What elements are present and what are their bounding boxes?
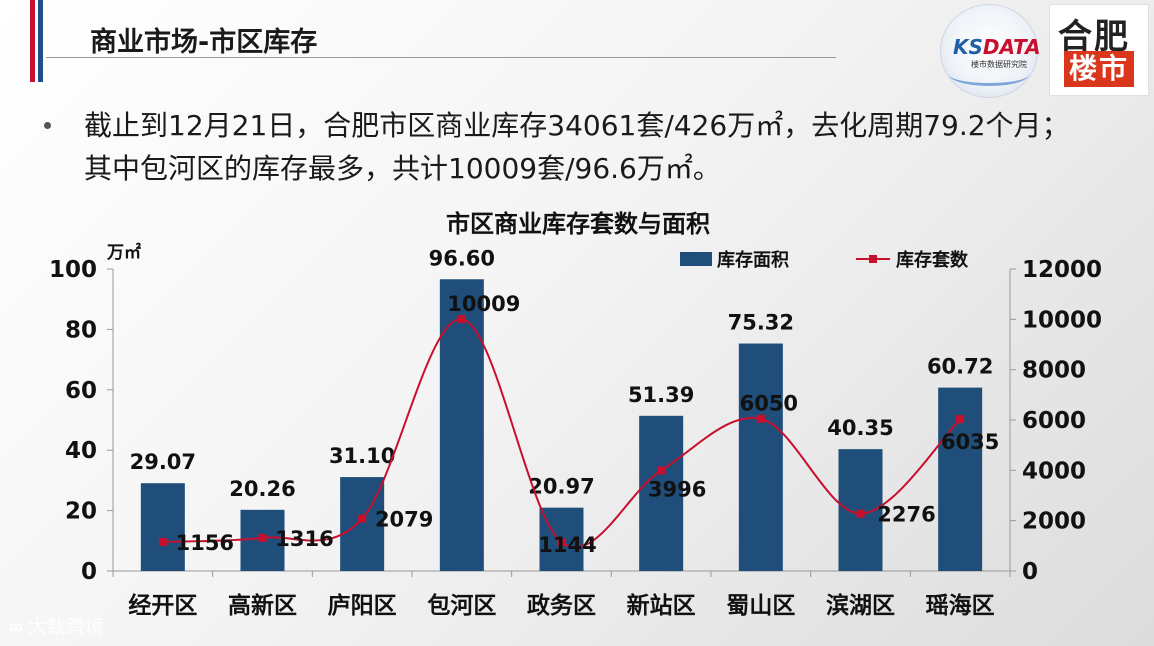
bar-data-label: 20.26 <box>229 477 295 501</box>
hefei-loushi-logo: 合肥 楼市 <box>1049 4 1149 96</box>
line-point <box>956 415 965 424</box>
line-point <box>756 414 765 423</box>
y-right-tick-label: 12000 <box>1022 257 1102 283</box>
x-tick-label: 政务区 <box>527 593 596 619</box>
header-accent-bars <box>30 0 44 82</box>
y-right-tick-label: 2000 <box>1022 509 1086 535</box>
y-left-tick-label: 80 <box>65 317 97 343</box>
bullet-icon <box>44 122 51 129</box>
bar-data-label: 51.39 <box>628 383 694 407</box>
line-data-label: 1144 <box>538 533 596 557</box>
y-left-unit-label: 万㎡ <box>106 242 141 263</box>
watermark-text: 大数跨境 <box>27 616 104 638</box>
logo-ks-text: KSDATA <box>953 35 1041 59</box>
line-data-label: 6050 <box>740 392 798 416</box>
bar <box>140 483 185 571</box>
line-point <box>557 538 566 547</box>
line-series-path <box>162 318 961 549</box>
x-tick-label: 滨湖区 <box>826 592 895 619</box>
watermark: ∞ 大数跨境 <box>8 612 104 639</box>
line-data-label: 10009 <box>447 292 520 316</box>
y-left-tick-label: 20 <box>65 499 97 525</box>
line-data-label: 6035 <box>941 430 999 454</box>
line-point <box>457 315 466 324</box>
accent-bar-red <box>30 0 35 82</box>
line-data-label: 2079 <box>375 508 433 532</box>
y-left-tick-label: 40 <box>65 438 97 464</box>
x-tick-label: 包河区 <box>427 592 496 619</box>
legend-bar-label: 库存面积 <box>717 249 789 271</box>
accent-bar-blue <box>38 0 43 82</box>
line-point <box>657 466 666 475</box>
y-right-tick-label: 6000 <box>1022 408 1086 434</box>
x-tick-label: 经开区 <box>128 592 197 619</box>
bar-data-label: 96.60 <box>429 246 495 270</box>
line-point <box>258 533 267 542</box>
bar-data-label: 40.35 <box>827 416 893 440</box>
x-tick-label: 蜀山区 <box>726 593 795 619</box>
line-data-label: 3996 <box>648 477 706 501</box>
line-data-label: 1156 <box>176 531 234 555</box>
y-left-tick-label: 60 <box>65 378 97 404</box>
line-point <box>158 537 167 546</box>
page-title: 商业市场-市区库存 <box>90 27 318 58</box>
summary-text: 截止到12月21日，合肥市区商业库存34061套/426万㎡，去化周期79.2个… <box>84 109 1070 185</box>
legend-line-marker <box>869 255 877 263</box>
y-right-tick-label: 10000 <box>1022 307 1102 333</box>
bar-data-label: 60.72 <box>927 355 993 379</box>
x-tick-label: 高新区 <box>228 592 297 619</box>
x-tick-label: 庐阳区 <box>328 592 397 619</box>
bar-data-label: 75.32 <box>728 311 794 335</box>
title-divider <box>46 57 836 58</box>
bar <box>639 415 684 571</box>
line-point <box>856 509 865 518</box>
y-left-tick-label: 0 <box>81 559 97 585</box>
line-data-label: 1316 <box>275 527 333 551</box>
x-tick-label: 新站区 <box>627 592 696 619</box>
logo-swoosh <box>949 63 1029 86</box>
watermark-icon: ∞ <box>8 616 24 638</box>
legend-bar-swatch <box>680 252 712 266</box>
legend-line-label: 库存套数 <box>896 249 969 271</box>
bar-data-label: 20.97 <box>528 475 594 499</box>
y-left-tick-label: 100 <box>49 257 97 283</box>
logo2-line1: 合肥 <box>1058 17 1130 57</box>
line-data-label: 2276 <box>877 503 935 527</box>
logo-subtitle: 楼市数据研究院 <box>971 60 1027 69</box>
bar-data-label: 31.10 <box>329 444 395 468</box>
ksdata-logo: KSDATA 楼市数据研究院 <box>940 4 1041 98</box>
y-right-tick-label: 0 <box>1022 559 1038 585</box>
bar-data-label: 29.07 <box>130 450 196 474</box>
y-right-tick-label: 4000 <box>1022 458 1086 484</box>
bar <box>738 343 783 571</box>
line-point <box>358 514 367 523</box>
logo2-line2: 楼市 <box>1064 51 1134 87</box>
y-right-tick-label: 8000 <box>1022 358 1086 384</box>
x-tick-label: 瑶海区 <box>926 592 995 619</box>
chart-title: 市区商业库存套数与面积 <box>446 210 710 238</box>
